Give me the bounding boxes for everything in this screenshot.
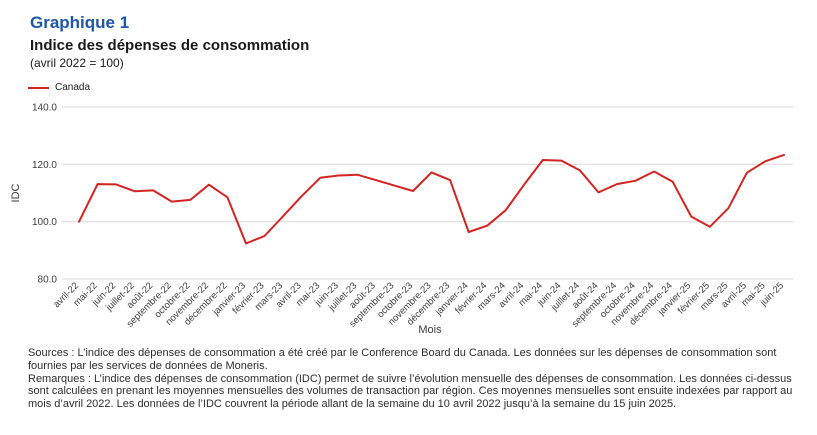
chart-subtitle: (avril 2022 = 100) (30, 56, 124, 70)
chart-title: Indice des dépenses de consommation (30, 37, 310, 54)
y-tick-label: 80.0 (38, 275, 58, 286)
remarks-note: Remarques : L’indice des dépenses de con… (28, 372, 793, 411)
legend: Canada (28, 82, 90, 93)
sources-note: Sources : L’indice des dépenses de conso… (28, 347, 777, 372)
x-axis-title: Mois (418, 324, 442, 336)
figure-header: Graphique 1 Indice des dépenses de conso… (30, 13, 309, 70)
figure-footnotes: Sources : L’indice des dépenses de conso… (28, 347, 793, 411)
legend-line-swatch (28, 86, 49, 89)
legend-label: Canada (55, 82, 91, 93)
chart-number: Graphique 1 (30, 13, 130, 32)
y-axis-title: IDC (10, 183, 22, 202)
canada-series-line (78, 153, 785, 245)
y-tick-label: 120.0 (32, 160, 57, 171)
y-tick-label: 140.0 (32, 103, 57, 114)
consumption-index-line-chart: 80.0100.0120.0140.0avril-22mai-22juin-22… (10, 103, 793, 336)
y-tick-label: 100.0 (32, 217, 57, 228)
